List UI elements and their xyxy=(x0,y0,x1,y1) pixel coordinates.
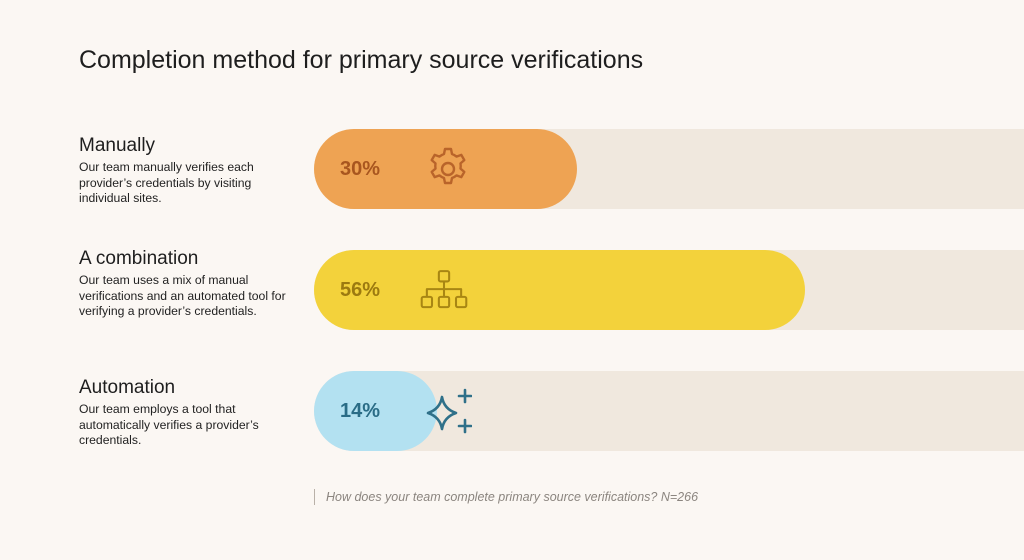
sparkle-icon xyxy=(426,388,472,434)
row-label-block: A combination Our team uses a mix of man… xyxy=(79,248,289,320)
hierarchy-icon xyxy=(420,270,468,309)
data-label: 14% xyxy=(340,400,381,422)
bar-manually xyxy=(314,129,577,209)
data-label: 30% xyxy=(340,158,381,180)
bar-combination xyxy=(314,250,805,330)
chart-footnote: How does your team complete primary sour… xyxy=(314,489,698,505)
category-description: Our team manually verifies each provider… xyxy=(79,160,254,206)
row-label-block: Automation Our team employs a tool that … xyxy=(79,377,289,449)
gear-icon xyxy=(430,147,466,185)
category-label: Manually xyxy=(79,135,156,156)
row-label-block: Manually Our team manually verifies each… xyxy=(79,135,289,207)
data-label: 56% xyxy=(340,279,381,301)
chart-title: Completion method for primary source ver… xyxy=(79,46,644,74)
category-label: Automation xyxy=(79,377,176,398)
bar-automation xyxy=(314,371,437,451)
category-label: A combination xyxy=(79,248,199,269)
bar-row-combination: A combination Our team uses a mix of man… xyxy=(0,248,1024,330)
category-description: Our team employs a tool that automatical… xyxy=(79,402,259,448)
bar-row-automation: Automation Our team employs a tool that … xyxy=(0,371,1024,451)
bar-row-manually: Manually Our team manually verifies each… xyxy=(0,129,1024,209)
category-description: Our team uses a mix of manual verificati… xyxy=(79,273,286,319)
